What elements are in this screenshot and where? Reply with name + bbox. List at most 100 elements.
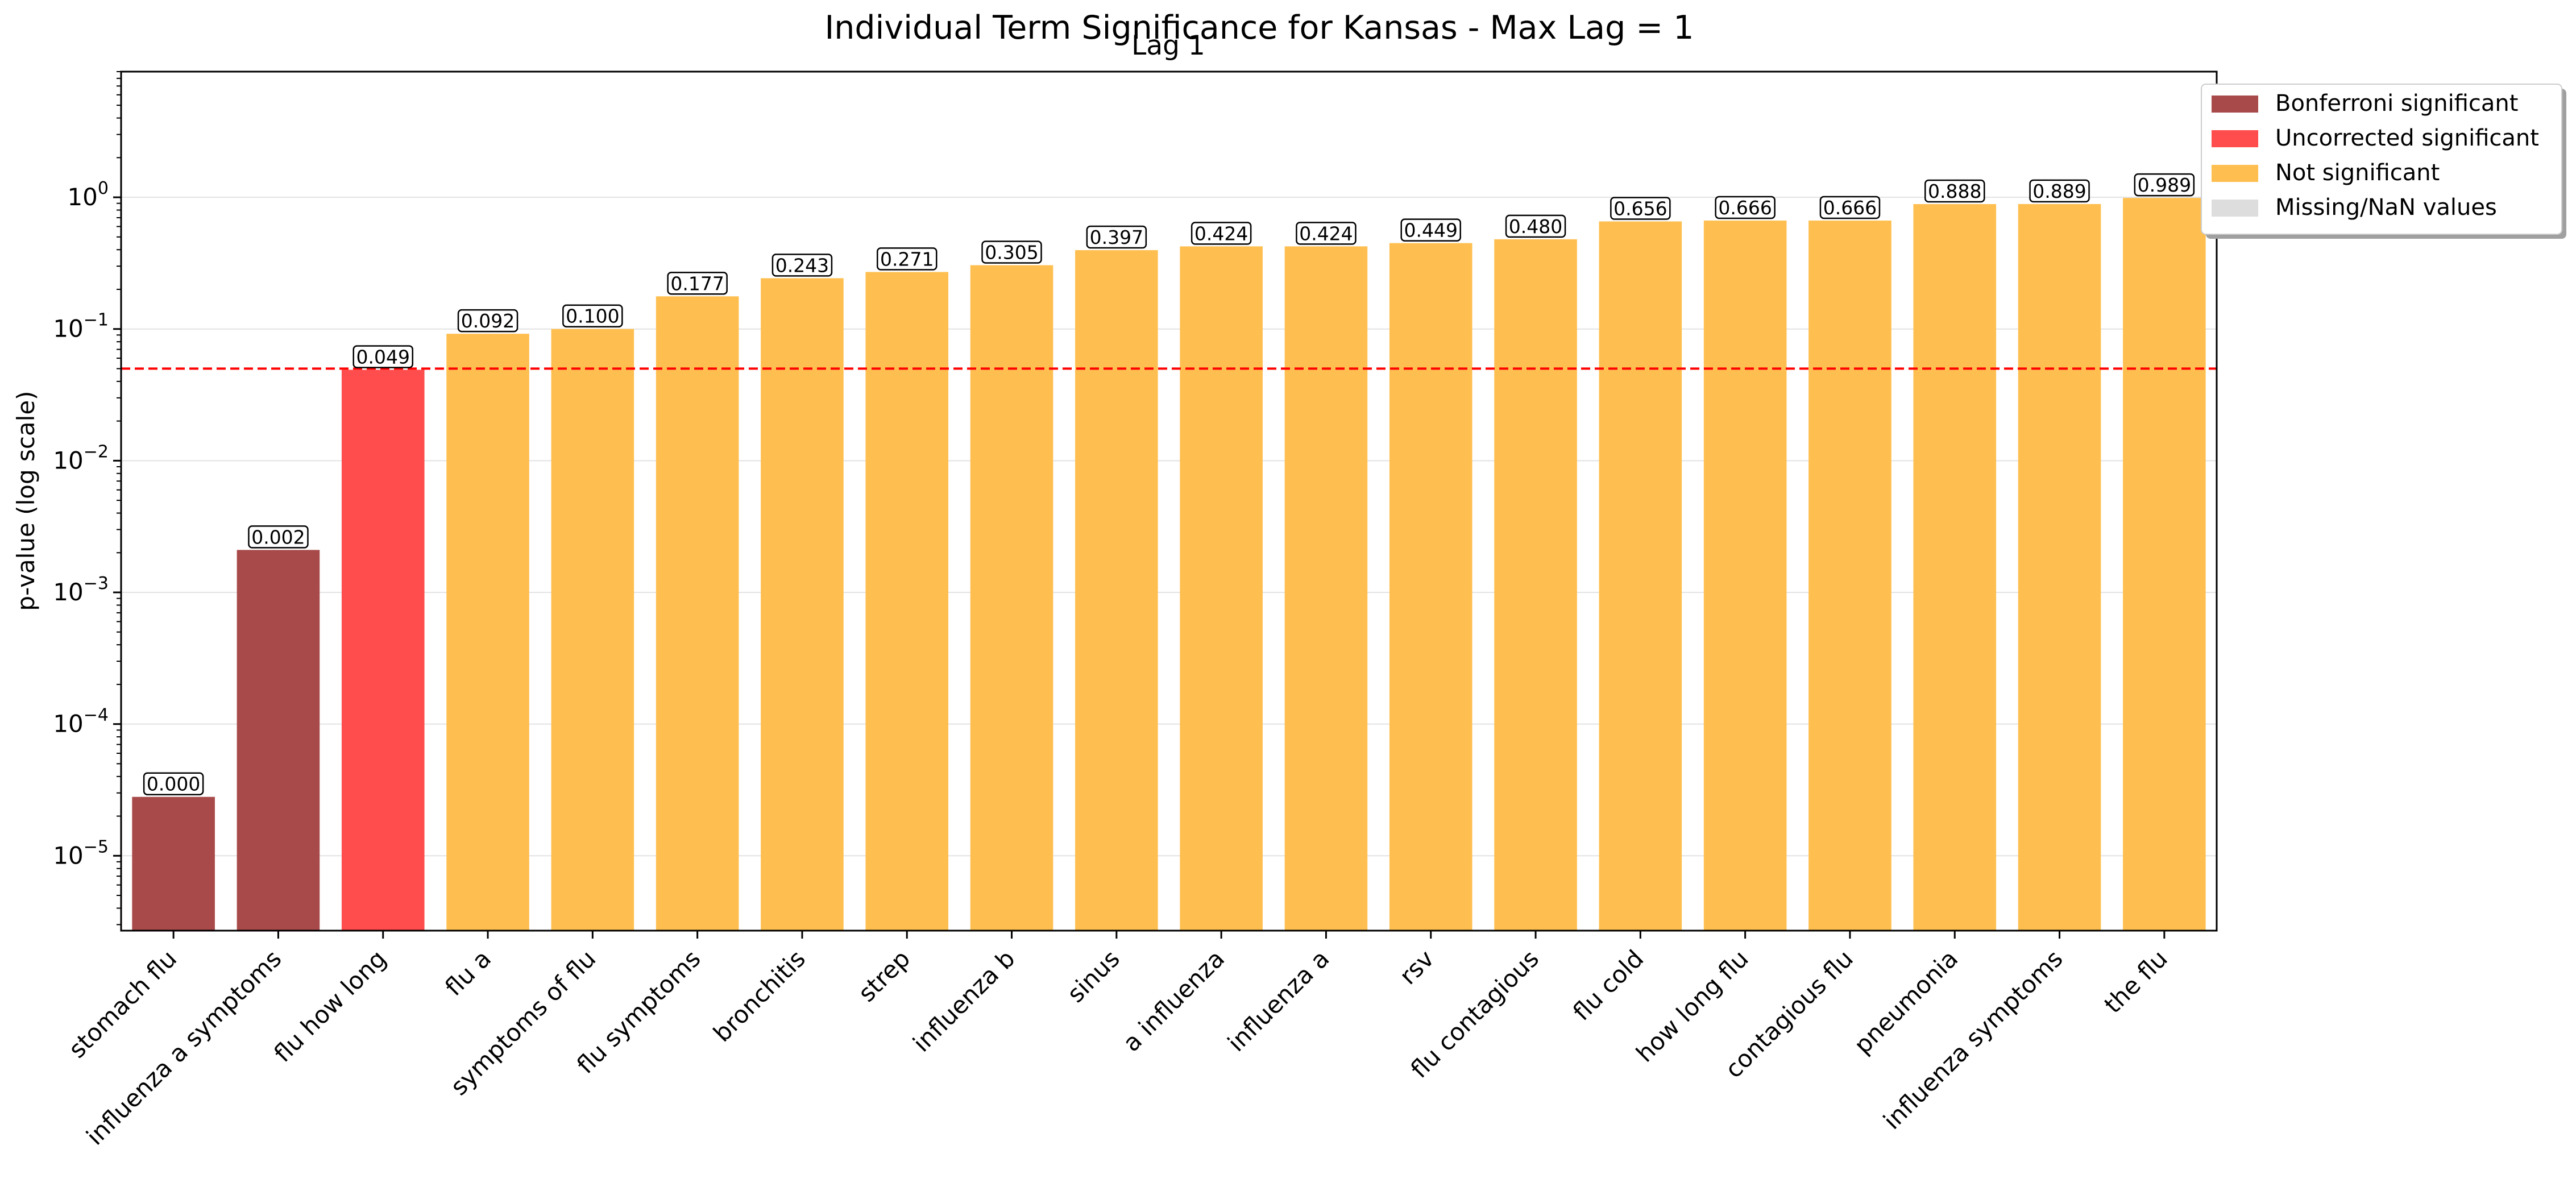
bar-flu-contagious <box>1494 239 1577 931</box>
value-label-box <box>2029 179 2090 203</box>
legend-swatch-nan <box>2212 200 2258 217</box>
value-label: 0.177 <box>670 272 724 294</box>
bar-a-influenza <box>1180 246 1263 931</box>
value-label: 0.092 <box>461 310 515 332</box>
x-tick-label: bronchitis <box>708 944 811 1047</box>
x-tick-label: strep <box>853 944 915 1007</box>
chart-title: Individual Term Significance for Kansas … <box>824 9 1694 47</box>
value-label-box <box>1610 197 1671 220</box>
bar-influenza-a-symptoms <box>237 550 320 931</box>
y-axis-label: p-value (log scale) <box>12 391 40 611</box>
legend-swatch-bonferroni <box>2212 96 2258 113</box>
x-tick-label: influenza b <box>907 944 1020 1057</box>
legend-swatch-uncorrected <box>2212 130 2258 147</box>
value-label-box <box>1190 222 1252 245</box>
value-label-box <box>248 525 309 549</box>
value-label-box <box>562 304 623 327</box>
value-label: 0.666 <box>1823 197 1877 219</box>
value-label-box <box>2134 173 2195 197</box>
y-tick-label: 10−2 <box>53 442 109 474</box>
x-tick-label: rsv <box>1394 944 1440 990</box>
y-axis: 10−5 10−4 10−3 10−2 10−1 100 <box>53 71 121 926</box>
x-tick-label: flu cold <box>1567 944 1649 1026</box>
bar-stomach-flu <box>132 796 215 931</box>
value-label-box <box>981 240 1042 264</box>
x-tick-label: flu a <box>439 944 496 1001</box>
data-labels: 0.000 0.002 0.049 0.092 0.100 0.177 0.243 0.271… <box>143 173 2195 795</box>
value-label: 0.666 <box>1718 197 1772 219</box>
value-label-box <box>352 345 413 368</box>
x-tick-label: a influenza <box>1117 944 1230 1057</box>
x-tick-label: influenza a symptoms <box>81 944 287 1150</box>
value-label: 0.305 <box>985 242 1038 264</box>
legend-box <box>2201 84 2562 235</box>
x-tick-label: sinus <box>1061 944 1125 1007</box>
bar-influenza-a <box>1284 246 1368 931</box>
bar-contagious-flu <box>1808 220 1891 931</box>
value-label-box <box>1086 225 1147 249</box>
bar-the-flu <box>2123 198 2206 931</box>
legend-label-bonferroni: Bonferroni significant <box>2275 90 2518 117</box>
bar-flu-cold <box>1599 221 1682 931</box>
value-label-box <box>1296 222 1357 245</box>
bar-flu-how-long <box>341 370 425 931</box>
plot-frame <box>120 70 2218 932</box>
value-label-box <box>1819 196 1881 219</box>
value-label-box <box>1924 179 1985 203</box>
legend-label-nan: Missing/NaN values <box>2275 194 2497 221</box>
legend-swatch-ns <box>2212 165 2258 182</box>
legend-label-ns: Not significant <box>2275 160 2440 186</box>
y-tick-label: 10−5 <box>53 837 109 869</box>
bar-rsv <box>1389 243 1472 931</box>
value-label: 0.002 <box>251 526 305 548</box>
value-label: 0.989 <box>2138 174 2191 196</box>
x-tick-label: flu how long <box>268 944 391 1067</box>
value-label-box <box>667 272 728 295</box>
value-label: 0.100 <box>566 305 619 327</box>
bar-pneumonia <box>1913 204 1997 931</box>
y-tick-label: 10−3 <box>53 574 109 606</box>
bar-flu-symptoms <box>656 296 739 931</box>
x-tick-label: stomach flu <box>63 944 182 1063</box>
value-label-box <box>771 254 833 277</box>
value-label-box <box>143 772 204 795</box>
value-label: 0.049 <box>356 346 410 368</box>
value-label: 0.480 <box>1509 215 1562 238</box>
value-label: 0.656 <box>1613 197 1667 219</box>
value-label: 0.397 <box>1090 226 1143 248</box>
y-tick-label: 10−4 <box>53 706 109 738</box>
chart-subtitle: Lag 1 <box>1131 30 1205 61</box>
legend: Bonferroni significant Uncorrected signif… <box>2201 84 2566 239</box>
value-label: 0.000 <box>147 773 200 795</box>
bar-symptoms-of-flu <box>551 329 634 931</box>
x-tick-label: pneumonia <box>1849 944 1964 1059</box>
bar-strep <box>865 272 949 931</box>
x-tick-label: influenza symptoms <box>1878 944 2068 1135</box>
value-label-box <box>1400 218 1461 242</box>
bar-sinus <box>1075 250 1158 931</box>
legend-label-uncorrected: Uncorrected significant <box>2275 125 2539 151</box>
value-label: 0.449 <box>1404 219 1458 242</box>
value-label: 0.424 <box>1299 222 1353 244</box>
value-label-box <box>457 309 518 333</box>
bar-flu-a <box>446 334 529 931</box>
value-label-box <box>1505 214 1566 238</box>
value-label: 0.888 <box>1928 180 1981 202</box>
value-label: 0.271 <box>880 248 934 270</box>
y-tick-label: 100 <box>67 179 109 211</box>
x-tick-label: the flu <box>2099 944 2173 1018</box>
value-label-box <box>877 247 938 271</box>
x-tick-label: influenza a <box>1222 944 1335 1057</box>
bars-layer <box>132 198 2206 931</box>
value-label-box <box>1715 196 1776 219</box>
bar-influenza-b <box>970 265 1053 931</box>
value-label: 0.889 <box>2032 180 2086 202</box>
y-tick-label: 10−1 <box>53 310 109 343</box>
bar-how-long-flu <box>1703 220 1787 931</box>
value-label: 0.424 <box>1194 222 1248 244</box>
grid-layer <box>121 197 2217 857</box>
value-label: 0.243 <box>775 254 829 276</box>
